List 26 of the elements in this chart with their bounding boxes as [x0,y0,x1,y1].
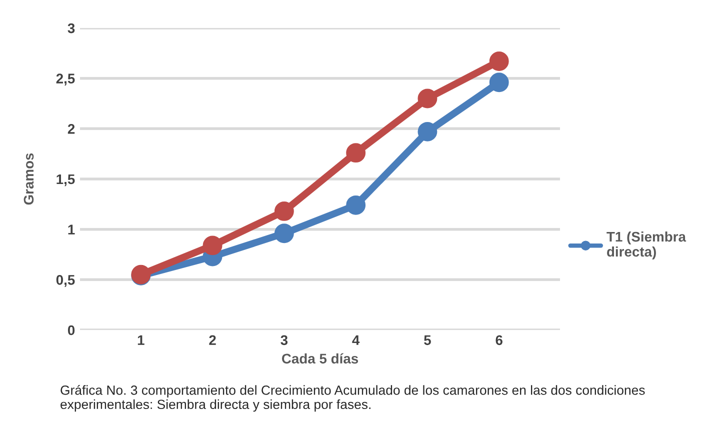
y-tick-label: 1 [68,224,75,234]
point [489,72,509,92]
x-tick-label: 5 [424,335,431,346]
point [274,201,294,221]
y-tick-label: 0,5 [56,275,75,287]
point [274,224,294,244]
y-tick-label: 1,5 [56,174,75,186]
point [202,236,222,256]
legend-label: T1 (Siembra directa) [606,231,686,260]
point [489,51,509,71]
y-tick-label: 0 [68,325,75,336]
y-tick-label: 3 [68,23,75,34]
y-axis-title: Gramos [24,153,34,205]
x-tick-label: 1 [138,335,144,345]
text: Gráfica No. 3 comportamiento del Crecimiento Acumulado de los camarones en las dos condiciones experimentales: Siembra directa y siembra por fases. [60,385,645,412]
y-tick-label: 2 [68,124,75,134]
point [346,195,366,215]
x-tick-label: 6 [496,335,502,346]
y-tick-label: 2,5 [56,74,75,86]
point [418,88,438,108]
point [346,143,366,163]
x-axis-title: Cada 5 días [282,353,358,364]
x-tick-label: 2 [209,335,216,345]
x-tick-label: 3 [280,335,288,346]
point [418,122,438,142]
x-tick-label: 4 [352,335,360,345]
